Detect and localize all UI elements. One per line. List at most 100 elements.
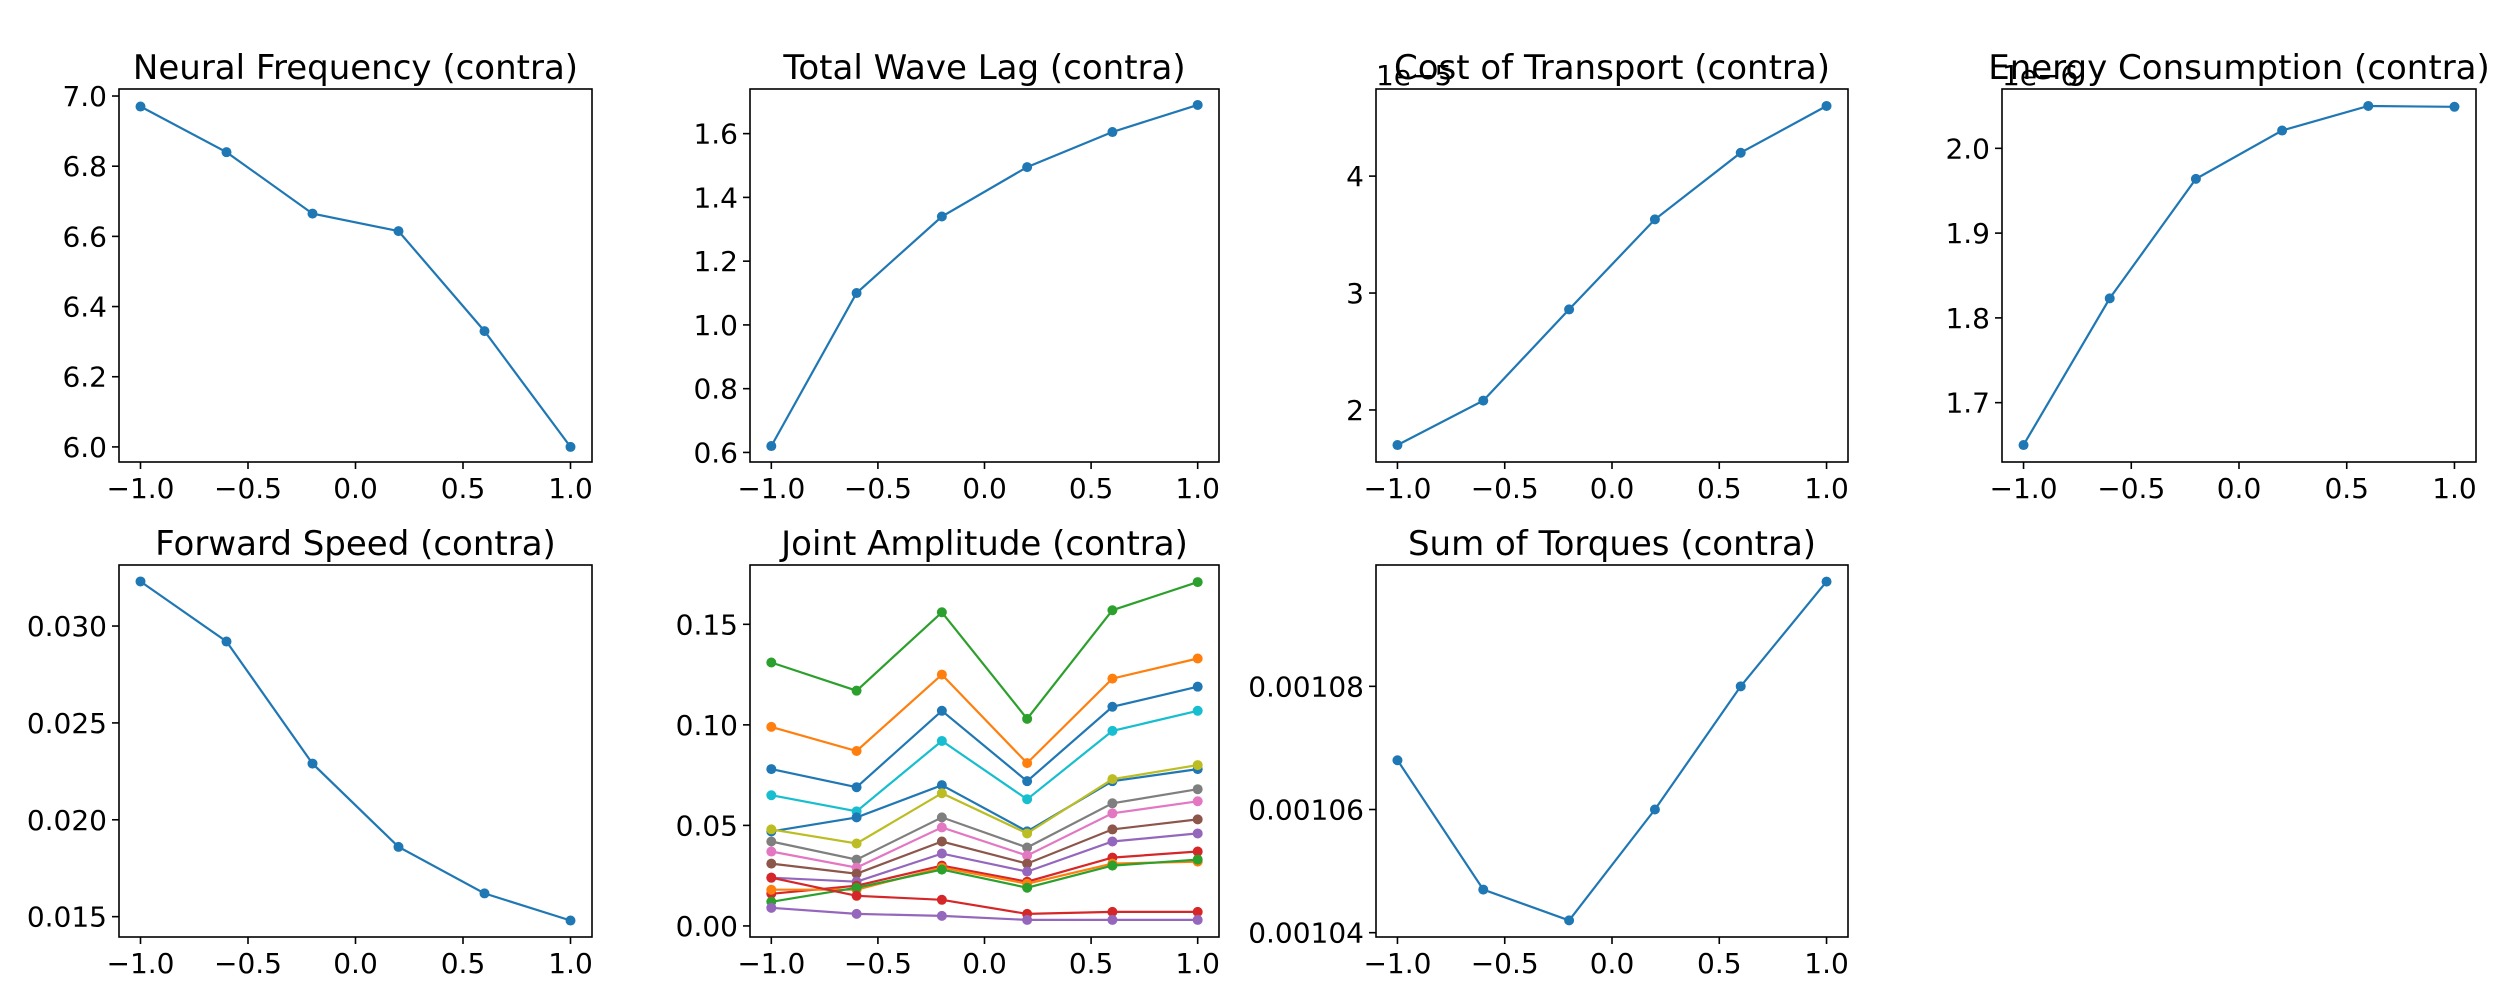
data-point [1192,846,1203,857]
data-point [1107,725,1118,736]
x-tick-label: 1.0 [548,947,593,980]
series-line [771,685,1198,789]
y-tick-label: 0.05 [676,809,738,842]
data-point [1192,760,1203,771]
series-line [771,800,1198,869]
data-point [936,812,947,823]
data-point [1821,576,1832,587]
y-tick-label: 1.9 [1945,217,1990,250]
x-tick-label: 0.0 [333,947,378,980]
data-point [766,846,777,857]
y-tick-label: 1.6 [693,118,738,151]
data-point [1192,828,1203,839]
data-point [2277,125,2288,136]
data-point [1022,866,1033,877]
x-tick-label: −0.5 [214,947,282,980]
x-tick-label: −1.0 [737,947,805,980]
x-tick-label: −0.5 [214,472,282,505]
series-line [771,764,1198,845]
x-tick-label: −1.0 [737,472,805,505]
x-tick-label: 0.5 [2324,472,2369,505]
x-tick-label: 0.0 [333,472,378,505]
data-point [1735,147,1746,158]
data-point [1107,605,1118,616]
series-line [770,103,1199,447]
data-point [307,208,318,219]
plot-frame [749,564,1220,938]
data-point [1107,673,1118,684]
series-line [2022,104,2455,446]
data-point [936,607,947,618]
series-line [771,876,1198,916]
x-tick-label: 0.5 [1697,947,1742,980]
data-point [1478,395,1489,406]
chart-title: Energy Consumption (contra) [1988,48,2490,88]
data-point [1107,836,1118,847]
x-tick-label: 1.0 [1175,472,1220,505]
chart-title: Cost of Transport (contra) [1394,48,1830,88]
data-point [221,147,232,158]
data-point [1735,681,1746,692]
data-point [766,884,777,895]
data-point [2363,100,2374,111]
chart-panel-4: Energy Consumption (contra)1e−6 −1.0 −0.5 0… [1945,48,2489,505]
data-point [851,854,862,865]
data-point [1022,882,1033,893]
y-tick-label: 2.0 [1945,132,1990,165]
data-point [1478,884,1489,895]
plot-frame [1375,88,1849,463]
data-point [936,910,947,921]
data-point [1392,440,1403,451]
data-point [1022,914,1033,925]
x-tick-label: 0.5 [1069,947,1114,980]
data-point [1192,814,1203,825]
series-line [771,709,1198,813]
x-tick-label: 1.0 [548,472,593,505]
data-point [1107,914,1118,925]
chart-panel-1: Neural Frequency (contra) −1.0 −0.5 0.0 0.5 1… [62,48,593,505]
x-tick-label: 0.0 [962,472,1007,505]
data-point [1192,705,1203,716]
series-line [1396,580,1828,922]
data-point [135,101,146,112]
series-line [139,580,571,922]
chart-title: Sum of Torques (contra) [1408,524,1816,564]
data-point [1564,304,1575,315]
x-tick-label: 1.0 [1175,947,1220,980]
data-point [766,790,777,801]
y-tick-label: 0.00106 [1248,794,1364,827]
y-tick-label: 1.2 [693,245,738,278]
data-point [936,848,947,859]
data-point [851,882,862,893]
x-tick-label: 1.0 [1804,472,1849,505]
data-point [135,576,146,587]
data-point [2018,440,2029,451]
data-point [393,841,404,852]
data-point [565,441,576,452]
data-point [851,812,862,823]
data-point [936,669,947,680]
data-point [766,872,777,883]
data-point [1022,162,1033,173]
chart-panel-3: Cost of Transport (contra)1e−5 −1.0 −0.5 0.… [1346,48,1849,505]
axis-offset-label: 1e−5 [1376,59,1452,92]
y-tick-label: 6.0 [62,431,107,464]
y-tick-label: 0.020 [27,804,107,837]
data-point [1107,127,1118,138]
chart-title: Forward Speed (contra) [155,524,556,564]
x-tick-label: 0.5 [441,947,486,980]
series-line [771,657,1198,765]
data-point [766,858,777,869]
plot-frame [118,88,593,463]
data-point [221,636,232,647]
data-point [851,746,862,756]
x-tick-label: −0.5 [844,947,912,980]
x-tick-label: 1.0 [1804,947,1849,980]
x-tick-label: −1.0 [107,472,175,505]
data-point [1107,906,1118,917]
data-point [1107,701,1118,712]
data-point [1564,915,1575,926]
data-point [1107,798,1118,809]
data-point [766,721,777,732]
